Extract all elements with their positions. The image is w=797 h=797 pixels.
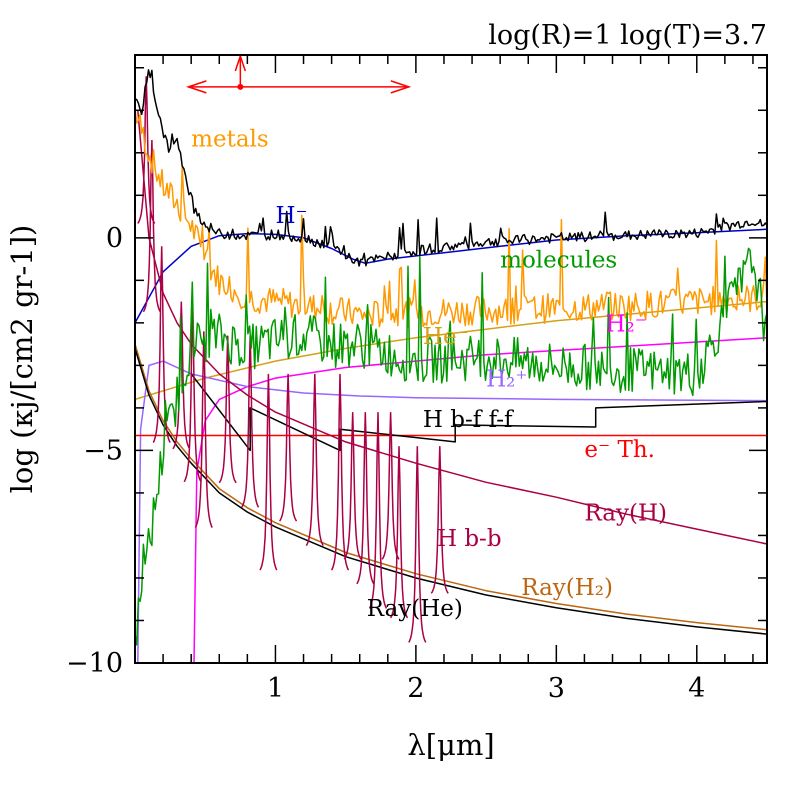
label-h2-minus: H₂⁻	[605, 311, 646, 337]
y-axis-title-text: log (κj/[cm2 gr-1])	[5, 225, 39, 494]
x-tick-label: 3	[548, 673, 565, 704]
series-ray-he-line	[134, 348, 768, 635]
series-layer	[134, 69, 768, 664]
series-h-b-f-f-f-line	[190, 373, 768, 452]
series-ray-h-line	[137, 110, 768, 545]
marker-right-arrowhead	[390, 80, 412, 94]
label-metals: metals	[191, 126, 269, 152]
x-axis-title: λ[μm]	[407, 728, 494, 762]
label-e-minus-th: e⁻ Th.	[584, 437, 655, 463]
label-ray-h: Ray(H)	[584, 501, 667, 527]
y-tick-label: 0	[106, 223, 123, 254]
series-ray-h2-line	[134, 343, 768, 631]
x-tick-label: 4	[688, 673, 705, 704]
y-tick-label: −10	[66, 648, 123, 679]
label-h-b-b: H b-b	[437, 526, 502, 552]
axis-ticks: 1 2 3 4 0 −5 −10	[66, 55, 767, 704]
series-h-b-b-line	[137, 76, 449, 643]
series-molecules-line	[134, 247, 768, 646]
marker-left-arrowhead	[185, 80, 207, 94]
label-h2-plus: H₂⁺	[486, 367, 527, 393]
label-molecules: molecules	[500, 248, 617, 274]
series-metals-line	[134, 108, 768, 329]
y-axis-title: log (κj/[cm2 gr-1])	[5, 225, 39, 494]
label-he-minus: He⁻	[423, 324, 469, 350]
marker-point	[237, 83, 244, 90]
x-tick-label: 2	[407, 673, 424, 704]
plot-frame	[134, 54, 768, 664]
label-h-b-f-f-f: H b-f f-f	[423, 407, 514, 433]
series-total-line	[134, 69, 768, 267]
series-h2-plus-line	[137, 360, 768, 664]
x-tick-label: 1	[267, 673, 284, 704]
label-ray-h2: Ray(H₂)	[521, 575, 613, 601]
curve-labels: metals H⁻ molecules He⁻ H₂⁻ H₂⁺ H b-f f-f e⁻ Th…	[191, 126, 667, 622]
label-ray-he: Ray(He)	[367, 596, 463, 622]
chart-title: log(R)=1 log(T)=3.7	[488, 20, 767, 51]
y-tick-label: −5	[83, 435, 123, 466]
wavelength-marker	[185, 53, 412, 94]
label-h-minus: H⁻	[275, 203, 307, 229]
